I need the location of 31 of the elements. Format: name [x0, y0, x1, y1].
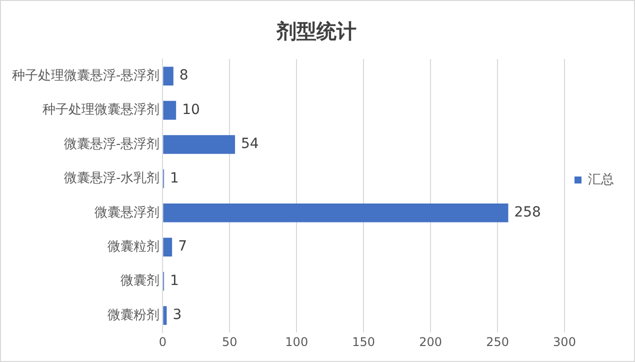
y-tick-label: 微囊粉剂	[108, 306, 160, 323]
y-tick-label: 微囊悬浮剂	[94, 204, 160, 220]
y-tick-label: 微囊粒剂	[108, 238, 160, 254]
y-tick-label: 微囊剂	[120, 272, 160, 289]
data-label: 1	[170, 272, 179, 289]
bar	[163, 66, 174, 86]
x-tick-label: 200	[419, 334, 442, 349]
y-tick-label: 种子处理微囊悬浮剂	[42, 102, 160, 118]
legend-label: 汇总	[588, 172, 614, 188]
data-label: 258	[514, 204, 541, 221]
bar	[163, 100, 176, 120]
x-tick-label: 50	[222, 334, 238, 349]
data-label: 7	[178, 238, 187, 255]
x-tick-label: 300	[553, 334, 576, 349]
x-tick-label: 100	[285, 334, 308, 349]
data-label: 1	[170, 170, 179, 186]
x-tick-label: 250	[486, 334, 509, 349]
bar	[163, 238, 172, 257]
data-label: 3	[172, 307, 182, 324]
y-tick-label: 微囊悬浮-悬浮剂	[64, 136, 160, 152]
y-tick-label: 微囊悬浮-水乳剂	[64, 170, 160, 186]
bar	[163, 135, 236, 154]
data-label: 10	[182, 102, 200, 118]
bar	[163, 306, 167, 325]
bar	[163, 203, 508, 222]
data-label: 54	[241, 136, 259, 152]
x-tick-label: 150	[352, 334, 376, 349]
chart-title: 剂型统计	[276, 19, 356, 44]
x-tick-label: 0	[158, 334, 167, 349]
y-tick-label: 种子处理微囊悬浮-悬浮剂	[12, 67, 160, 84]
data-label: 8	[179, 68, 188, 84]
